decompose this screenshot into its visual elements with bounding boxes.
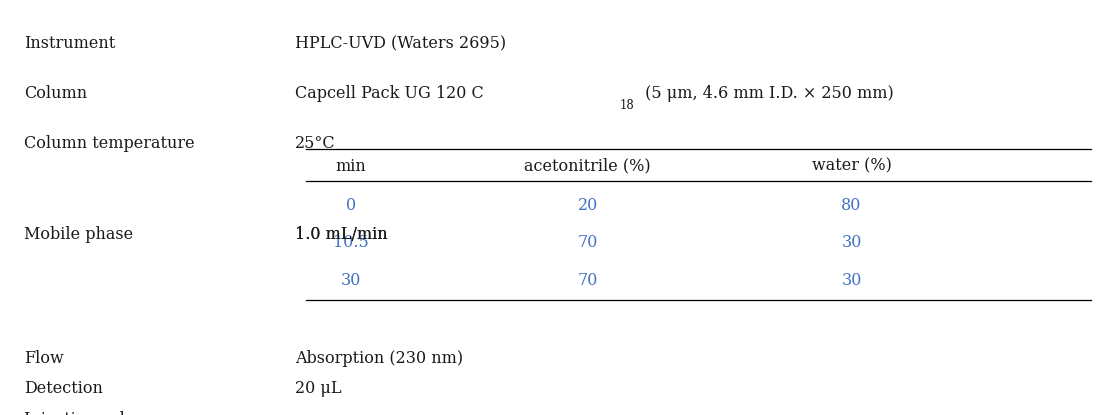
Text: HPLC-UVD (Waters 2695): HPLC-UVD (Waters 2695) xyxy=(295,35,506,52)
Text: Detection: Detection xyxy=(24,381,104,397)
Text: Absorption (230 nm): Absorption (230 nm) xyxy=(295,351,463,367)
Text: 18: 18 xyxy=(620,99,634,112)
Text: 20: 20 xyxy=(578,197,598,214)
Text: (5 μm, 4.6 mm I.D. × 250 mm): (5 μm, 4.6 mm I.D. × 250 mm) xyxy=(640,85,894,102)
Text: min: min xyxy=(335,158,366,174)
Text: 25°C: 25°C xyxy=(295,135,336,151)
Text: Mobile phase: Mobile phase xyxy=(24,226,134,243)
Text: acetonitrile (%): acetonitrile (%) xyxy=(524,158,651,174)
Text: Column: Column xyxy=(24,85,88,102)
Text: 80: 80 xyxy=(841,197,861,214)
Text: 1.0 mL/min: 1.0 mL/min xyxy=(295,226,387,243)
Text: Capcell Pack UG 120 C: Capcell Pack UG 120 C xyxy=(295,85,484,102)
Text: 70: 70 xyxy=(578,234,598,251)
Text: Instrument: Instrument xyxy=(24,35,116,52)
Text: 30: 30 xyxy=(341,272,361,288)
Text: Injection volume: Injection volume xyxy=(24,411,160,415)
Text: 0: 0 xyxy=(345,197,356,214)
Text: water (%): water (%) xyxy=(811,158,892,174)
Text: 10.5: 10.5 xyxy=(333,234,368,251)
Text: Flow: Flow xyxy=(24,351,65,367)
Text: Column temperature: Column temperature xyxy=(24,135,195,151)
Text: 20 μL: 20 μL xyxy=(295,381,342,397)
Text: 70: 70 xyxy=(578,272,598,288)
Text: 1.0 mL/min: 1.0 mL/min xyxy=(295,226,387,243)
Text: 30: 30 xyxy=(841,234,861,251)
Text: 30: 30 xyxy=(841,272,861,288)
